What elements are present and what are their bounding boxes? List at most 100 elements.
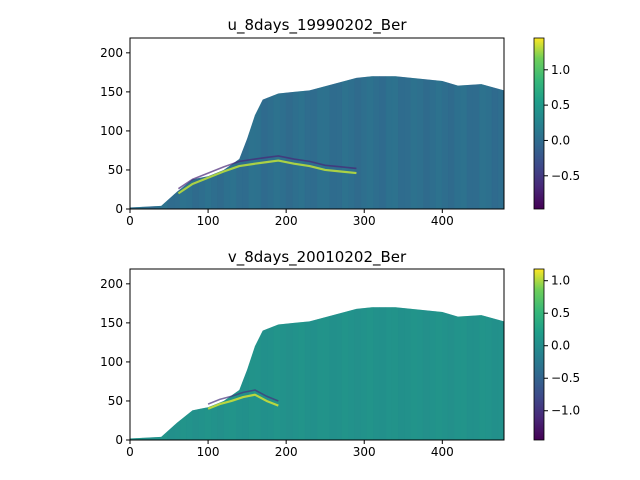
texture-band	[348, 76, 355, 209]
texture-band	[161, 307, 168, 440]
texture-band	[317, 307, 324, 440]
texture-band	[441, 76, 449, 209]
texture-band	[354, 307, 362, 440]
texture-band	[466, 307, 474, 440]
texture-band	[404, 76, 411, 209]
texture-band	[254, 307, 262, 440]
y-tick-label: 200	[100, 277, 123, 291]
texture-band	[192, 307, 200, 440]
heatmap-panel-bottom: v_8days_20010202_Ber 0 100 200 300 400 0 50 100…	[100, 248, 580, 459]
x-tick-label: 0	[126, 214, 134, 228]
texture-band	[385, 307, 393, 440]
texture-band	[429, 76, 436, 209]
texture-band	[260, 76, 268, 209]
texture-band	[285, 76, 293, 209]
texture-band	[186, 307, 193, 440]
texture-band	[298, 76, 306, 209]
texture-band	[373, 307, 380, 440]
colorbar-tick-label: 0.5	[551, 306, 570, 320]
texture-band	[323, 307, 330, 440]
texture-band	[223, 307, 231, 440]
colorbar-tick-label: 1.0	[551, 63, 570, 77]
texture-band	[379, 307, 387, 440]
texture-band	[472, 76, 480, 209]
texture-band	[354, 76, 362, 209]
texture-band	[317, 76, 324, 209]
texture-band	[366, 76, 374, 209]
plot-area-bottom	[130, 307, 504, 440]
texture-band	[130, 76, 137, 209]
texture-band	[298, 307, 306, 440]
texture-band	[267, 76, 274, 209]
x-tick-label: 300	[353, 214, 376, 228]
texture-band	[366, 307, 374, 440]
texture-band	[341, 76, 349, 209]
texture-band	[348, 307, 355, 440]
texture-band	[217, 307, 224, 440]
texture-band	[179, 307, 187, 440]
texture-band	[292, 307, 299, 440]
texture-band	[422, 76, 430, 209]
texture-band	[204, 307, 212, 440]
colorbar-tick-label: 0.0	[551, 133, 570, 147]
colorbar-tick-label: −1.0	[551, 404, 580, 418]
texture-band	[479, 307, 486, 440]
texture-band	[310, 307, 318, 440]
texture-band	[260, 307, 268, 440]
texture-band	[167, 307, 175, 440]
texture-band	[491, 76, 499, 209]
texture-band	[491, 307, 499, 440]
x-tick-label: 100	[197, 214, 220, 228]
texture-band	[472, 307, 480, 440]
current-jet-shadow	[207, 389, 279, 405]
texture-band	[211, 307, 218, 440]
texture-band	[198, 76, 206, 209]
texture-band	[248, 307, 256, 440]
texture-band	[217, 76, 224, 209]
ocean-field	[130, 307, 504, 440]
texture-band	[154, 307, 162, 440]
colorbar-tick-label: 0.0	[551, 339, 570, 353]
texture-band	[292, 76, 299, 209]
texture-band	[229, 76, 237, 209]
texture-band	[136, 76, 143, 209]
texture-band	[485, 76, 493, 209]
plot-area-top	[130, 76, 504, 209]
texture-band	[454, 76, 461, 209]
texture-band	[173, 307, 181, 440]
texture-band	[410, 307, 418, 440]
texture-band	[410, 76, 418, 209]
texture-band	[441, 307, 449, 440]
texture-band	[335, 76, 343, 209]
texture-band	[248, 76, 256, 209]
texture-band	[479, 76, 486, 209]
texture-band	[136, 307, 143, 440]
texture-band	[235, 307, 243, 440]
texture-band	[466, 76, 474, 209]
y-tick-label: 0	[115, 433, 123, 447]
y-tick-label: 150	[100, 85, 123, 99]
texture-band	[497, 76, 504, 209]
texture-band	[285, 307, 293, 440]
y-tick-label: 50	[108, 394, 123, 408]
x-tick-label: 400	[431, 214, 454, 228]
texture-band	[391, 76, 399, 209]
texture-band	[379, 76, 387, 209]
texture-band	[242, 307, 249, 440]
texture-band	[373, 76, 380, 209]
y-tick-label: 50	[108, 163, 123, 177]
texture-band	[273, 76, 281, 209]
texture-band	[304, 76, 312, 209]
texture-band	[198, 307, 206, 440]
axes-bottom: 0 100 200 300 400 0 50 100 150 200	[100, 268, 505, 459]
texture-band	[497, 307, 504, 440]
colorbar-tick-label: −0.5	[551, 371, 580, 385]
y-tick-label: 200	[100, 46, 123, 60]
texture-band	[267, 307, 274, 440]
x-tick-label: 0	[126, 445, 134, 459]
y-tick-label: 100	[100, 124, 123, 138]
texture-band	[173, 76, 181, 209]
current-jet-line	[207, 393, 279, 410]
y-tick-label: 150	[100, 316, 123, 330]
texture-band	[148, 76, 156, 209]
